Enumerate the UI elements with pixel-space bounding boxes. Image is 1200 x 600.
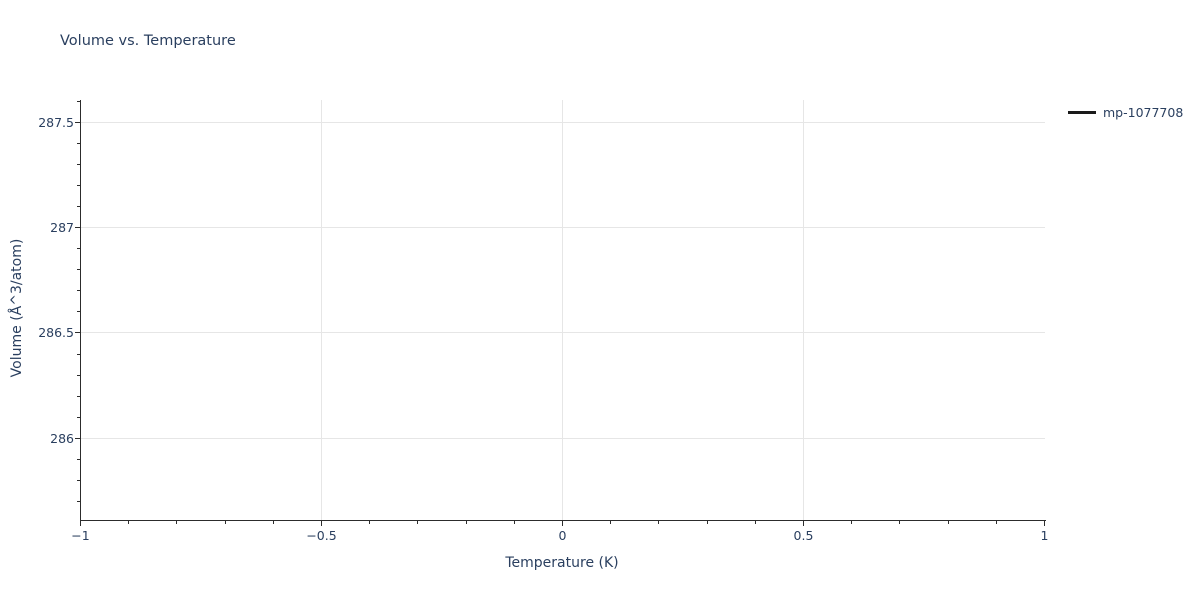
y-minor-tick bbox=[76, 416, 80, 418]
y-minor-tick bbox=[76, 311, 80, 313]
x-minor-tick bbox=[176, 521, 178, 524]
y-minor-tick bbox=[76, 184, 80, 186]
x-minor-tick bbox=[610, 521, 612, 524]
y-tick-label: 287 bbox=[50, 220, 74, 236]
y-tick-label: 286 bbox=[50, 430, 74, 446]
y-minor-tick bbox=[76, 374, 80, 376]
x-major-tick bbox=[1044, 521, 1045, 526]
x-axis-line bbox=[79, 519, 1046, 521]
x-gridline bbox=[562, 100, 563, 520]
x-major-tick bbox=[562, 521, 563, 526]
x-minor-tick bbox=[465, 521, 467, 524]
x-minor-tick bbox=[947, 521, 949, 524]
y-tick-label: 286.5 bbox=[38, 325, 74, 341]
y-minor-tick bbox=[76, 395, 80, 397]
x-minor-tick bbox=[899, 521, 901, 524]
y-minor-tick bbox=[76, 290, 80, 292]
y-major-tick bbox=[74, 227, 80, 229]
x-minor-tick bbox=[272, 521, 274, 524]
x-minor-tick bbox=[224, 521, 226, 524]
legend-item-mp-1077708[interactable]: mp-1077708 bbox=[1068, 104, 1183, 121]
x-tick-label: 0 bbox=[558, 527, 567, 543]
x-minor-tick bbox=[369, 521, 371, 524]
x-minor-tick bbox=[417, 521, 419, 524]
y-minor-tick bbox=[76, 501, 80, 503]
x-gridline bbox=[321, 100, 322, 520]
y-axis-title: Volume (Å^3/atom) bbox=[9, 238, 25, 378]
x-minor-tick bbox=[706, 521, 708, 524]
y-minor-tick bbox=[76, 163, 80, 165]
x-major-tick bbox=[321, 521, 322, 526]
y-minor-tick bbox=[76, 100, 80, 102]
x-tick-label: −0.5 bbox=[306, 527, 337, 543]
y-minor-tick bbox=[76, 205, 80, 207]
legend-label: mp-1077708 bbox=[1103, 105, 1184, 120]
chart-title: Volume vs. Temperature bbox=[60, 33, 236, 49]
y-minor-tick bbox=[76, 353, 80, 355]
legend: mp-1077708 bbox=[1068, 104, 1183, 121]
y-minor-tick bbox=[76, 480, 80, 481]
x-axis-title: Temperature (K) bbox=[505, 555, 619, 571]
x-tick-label: 0.5 bbox=[793, 527, 814, 543]
y-minor-tick bbox=[76, 269, 80, 271]
y-axis-line bbox=[79, 100, 81, 521]
y-major-tick bbox=[74, 121, 80, 123]
x-minor-tick bbox=[513, 521, 515, 524]
y-minor-tick bbox=[76, 458, 80, 460]
x-minor-tick bbox=[995, 521, 997, 524]
data-series-layer bbox=[81, 100, 1045, 519]
x-minor-tick bbox=[851, 521, 853, 524]
x-minor-tick bbox=[754, 521, 756, 524]
y-major-tick bbox=[74, 437, 80, 439]
x-minor-tick bbox=[658, 521, 660, 524]
x-major-tick bbox=[80, 521, 81, 526]
y-tick-label: 287.5 bbox=[38, 114, 74, 130]
x-minor-tick bbox=[128, 521, 130, 524]
legend-line-swatch bbox=[1068, 111, 1096, 114]
x-tick-label: −1 bbox=[71, 527, 90, 543]
x-tick-label: 1 bbox=[1040, 527, 1049, 543]
y-minor-tick bbox=[76, 142, 80, 144]
y-major-tick bbox=[74, 332, 80, 334]
y-minor-tick bbox=[76, 248, 80, 250]
x-major-tick bbox=[803, 521, 804, 526]
x-gridline bbox=[803, 100, 804, 520]
